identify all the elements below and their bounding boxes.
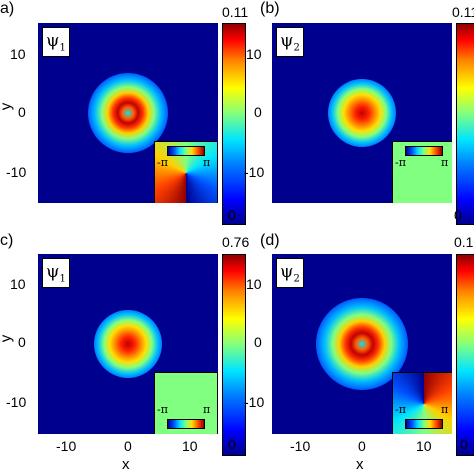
psi-label: ψ2 — [276, 258, 304, 288]
panel-b-cbar-min: 0 — [454, 207, 462, 223]
panel-a-label: a) — [0, 0, 15, 17]
panel-b-ytick-neg10: -10 — [244, 164, 265, 180]
panel-d-xtick-neg10: -10 — [290, 438, 311, 454]
density-blob — [94, 310, 162, 378]
panel-d-xlabel: x — [356, 456, 364, 473]
panel-a-ytick-neg10: -10 — [6, 164, 27, 180]
panel-b-plot: ψ2 -π π — [272, 23, 452, 203]
panel-c-plot: ψ1 -π π — [38, 254, 218, 434]
panel-b-colorbar — [456, 23, 474, 225]
inset-min-label: -π — [395, 156, 406, 169]
inset-max-label: π — [441, 403, 449, 416]
inset-min-label: -π — [157, 156, 168, 169]
panel-c-ytick-neg10: -10 — [6, 394, 27, 410]
panel-a-plot: ψ1 -π π — [38, 23, 218, 203]
psi-label: ψ1 — [42, 27, 70, 57]
panel-c-ytick-0: 0 — [18, 334, 26, 350]
panel-c-xtick-0: 0 — [124, 438, 132, 454]
panel-a-colorbar — [222, 23, 246, 225]
panel-d-cbar-max: 0.1 — [454, 234, 474, 250]
panel-a-ylabel: y — [0, 103, 14, 111]
phase-inset: -π π — [154, 372, 218, 434]
panel-d-ytick-10: 10 — [246, 276, 262, 292]
panel-a-ytick-0: 0 — [18, 104, 26, 120]
panel-c-xtick-10: 10 — [182, 438, 198, 454]
density-blob — [328, 79, 396, 147]
panel-c-ytick-10: 10 — [10, 276, 26, 292]
panel-d-xtick-0: 0 — [358, 438, 366, 454]
panel-d-colorbar — [456, 254, 474, 456]
panel-c-xlabel: x — [122, 456, 130, 473]
phase-colorbar — [167, 419, 205, 429]
panel-a-cbar-min: 0 — [228, 207, 236, 223]
psi-label: ψ2 — [276, 27, 304, 57]
inset-max-label: π — [441, 156, 449, 169]
psi-label: ψ1 — [42, 258, 70, 288]
density-ring — [88, 73, 168, 153]
panel-c-colorbar — [222, 254, 246, 456]
panel-c-cbar-min: 0 — [228, 436, 236, 452]
phase-colorbar — [405, 419, 443, 429]
panel-b-ytick-10: 10 — [246, 46, 262, 62]
panel-d-label: (d) — [260, 232, 280, 249]
phase-inset: -π π — [154, 141, 218, 203]
panel-c-label: c) — [0, 232, 14, 249]
panel-c-cbar-max: 0.76 — [222, 234, 250, 250]
panel-a-cbar-max: 0.11 — [222, 4, 249, 20]
panel-d-cbar-min: 0 — [460, 436, 468, 452]
panel-d-ytick-neg10: -10 — [244, 394, 265, 410]
panel-b-ytick-0: 0 — [254, 104, 262, 120]
panel-d-plot: ψ2 -π π — [272, 254, 452, 434]
panel-b-label: (b) — [260, 0, 280, 17]
inset-min-label: -π — [395, 403, 406, 416]
inset-max-label: π — [203, 156, 211, 169]
phase-colorbar — [167, 146, 205, 156]
panel-d-xtick-10: 10 — [416, 438, 432, 454]
inset-min-label: -π — [157, 403, 168, 416]
phase-colorbar — [405, 146, 443, 156]
panel-a-ytick-10: 10 — [10, 46, 26, 62]
panel-c-ylabel: y — [0, 335, 14, 343]
phase-inset: -π π — [392, 372, 452, 434]
panel-c-xtick-neg10: -10 — [56, 438, 77, 454]
panel-d-ytick-0: 0 — [254, 334, 262, 350]
inset-max-label: π — [203, 403, 211, 416]
phase-inset: -π π — [392, 141, 452, 203]
panel-b-cbar-max: 0.11 — [452, 4, 474, 20]
